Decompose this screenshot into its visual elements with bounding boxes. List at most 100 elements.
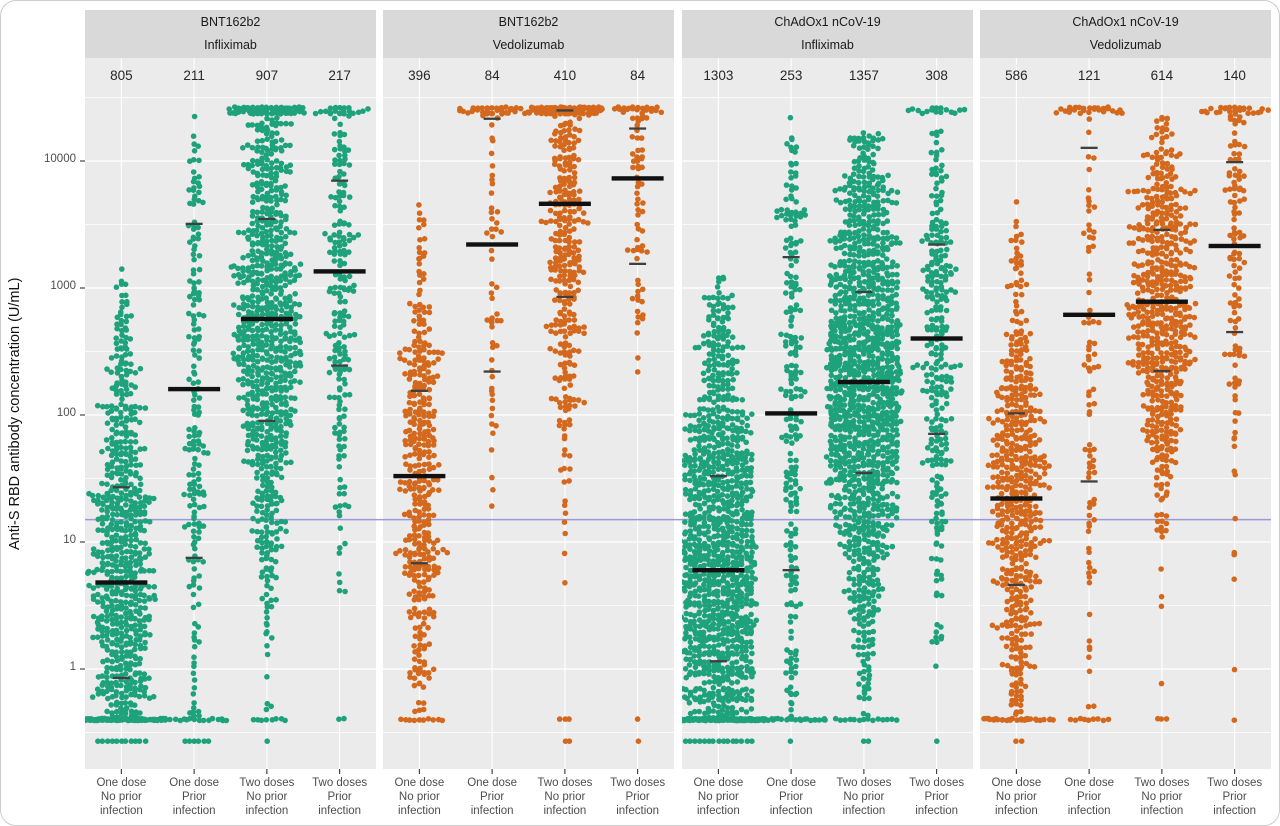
group-count: 410 <box>553 68 577 83</box>
x-tick-label-line: One dose <box>1064 777 1115 789</box>
x-tick-label-line: One dose <box>766 777 817 789</box>
x-tick-label-line: Prior <box>181 790 207 803</box>
group-count: 614 <box>1150 68 1174 83</box>
quartile-tick <box>1080 480 1098 483</box>
x-tick-label-line: No prior <box>843 790 885 803</box>
x-tick-label-line: One dose <box>394 777 445 789</box>
group-count: 308 <box>925 68 948 83</box>
quartile-tick <box>1153 369 1171 373</box>
group-count: 1357 <box>848 68 879 83</box>
x-tick-label-line: Two doses <box>836 777 892 789</box>
x-tick-label: One dose Prior infection <box>153 777 235 818</box>
y-tick-label: 1 <box>69 661 76 673</box>
x-tick-label-line: No prior <box>100 790 142 803</box>
group-count: 217 <box>328 68 351 83</box>
quartile-tick <box>556 109 574 112</box>
x-tick-label: One dose No prior infection <box>975 777 1057 818</box>
quartile-tick <box>782 569 800 572</box>
x-tick-label: One dose Prior infection <box>750 777 832 818</box>
quartile-tick <box>258 217 276 221</box>
x-tick-label-line: infection <box>616 804 660 817</box>
quartile-tick <box>928 432 946 435</box>
x-tick-label-line: No prior <box>398 790 440 803</box>
x-tick-label-line: No prior <box>246 790 288 803</box>
x-tick-label-line: infection <box>470 804 514 817</box>
group-count: 907 <box>255 68 279 83</box>
group-count: 121 <box>1077 68 1101 83</box>
x-tick-label-line: infection <box>172 804 216 817</box>
y-tick-label: 1000 <box>50 280 76 292</box>
quartile-tick <box>331 179 349 182</box>
x-tick-label: Two doses No prior infection <box>1121 777 1203 818</box>
panel-strip: ChAdOx1 nCoV-19 Vedolizumab <box>980 10 1271 58</box>
x-tick-label-line: Two doses <box>1207 777 1263 789</box>
x-tick-label-line: Prior <box>479 790 505 803</box>
x-tick-label-line: Two doses <box>239 777 295 789</box>
median-bar <box>313 269 366 274</box>
quartile-tick <box>1226 161 1244 164</box>
x-tick-label-line: Two doses <box>312 777 368 789</box>
x-tick-label: One dose No prior infection <box>677 777 759 818</box>
quartile-tick <box>855 290 873 294</box>
panel-background <box>980 58 1271 769</box>
median-bar <box>1063 312 1116 317</box>
panel-strip: BNT162b2 Vedolizumab <box>383 10 674 58</box>
quartile-tick <box>629 127 647 130</box>
quartile-tick <box>331 364 349 367</box>
x-tick-label: Two doses Prior infection <box>597 777 679 818</box>
beeswarm-points <box>981 104 1271 744</box>
x-tick-label-line: Prior <box>327 790 352 803</box>
x-tick-label: Two doses No prior infection <box>226 777 308 818</box>
x-tick-label-line: infection <box>318 804 362 817</box>
quartile-tick <box>410 562 428 565</box>
x-tick-label: Two doses No prior infection <box>524 777 606 818</box>
quartile-tick <box>483 370 501 373</box>
median-bar <box>393 473 446 479</box>
y-tick-label: 10000 <box>44 153 76 165</box>
x-tick-label-line: infection <box>842 804 886 817</box>
x-tick-label-line: infection <box>1067 804 1111 817</box>
x-tick-label-line: Two doses <box>1134 777 1190 789</box>
quartile-tick <box>483 117 501 120</box>
x-tick-label-line: Two doses <box>610 777 666 789</box>
strip-vaccine-label: ChAdOx1 nCoV-19 <box>774 15 881 29</box>
y-tick-label: 10 <box>63 534 76 546</box>
x-tick-label-line: Prior <box>1076 790 1102 803</box>
group-count: 1303 <box>703 68 734 83</box>
beeswarm-points <box>85 104 371 744</box>
x-tick-label-line: Two doses <box>909 777 965 789</box>
x-tick-label-line: No prior <box>995 790 1037 803</box>
median-bar <box>466 242 519 247</box>
x-tick-label: One dose No prior infection <box>80 777 162 818</box>
strip-drug-label: Vedolizumab <box>492 38 565 52</box>
x-tick-label: Two doses Prior infection <box>299 777 381 818</box>
quartile-tick <box>629 262 647 265</box>
x-tick-label-line: infection <box>397 804 441 817</box>
strip-vaccine-label: BNT162b2 <box>498 15 559 29</box>
x-tick-label: One dose Prior infection <box>1048 777 1130 818</box>
group-count: 586 <box>1005 68 1028 83</box>
y-tick-label: 100 <box>56 407 76 419</box>
x-tick-label-line: infection <box>769 804 813 817</box>
x-tick-label: One dose No prior infection <box>378 777 460 818</box>
quartile-tick <box>1226 330 1244 334</box>
group-count: 805 <box>110 68 133 83</box>
quartile-tick <box>709 660 727 663</box>
x-tick-label-line: infection <box>915 804 959 817</box>
x-tick-label: Two doses Prior infection <box>1194 777 1276 818</box>
quartile-tick <box>855 471 873 475</box>
group-count: 84 <box>484 68 500 83</box>
x-tick-label-line: infection <box>1140 804 1184 817</box>
median-bar <box>990 496 1043 501</box>
x-tick-label-line: infection <box>696 804 740 817</box>
strip-drug-label: Vedolizumab <box>1089 38 1162 52</box>
strip-drug-label: Infliximab <box>204 38 257 52</box>
group-count: 140 <box>1223 68 1246 83</box>
quartile-tick <box>782 256 800 259</box>
quartile-tick <box>185 222 203 225</box>
x-tick-label: Two doses Prior infection <box>896 777 978 818</box>
x-tick-label-line: Prior <box>625 790 650 803</box>
x-tick-label-line: Prior <box>1222 790 1247 803</box>
